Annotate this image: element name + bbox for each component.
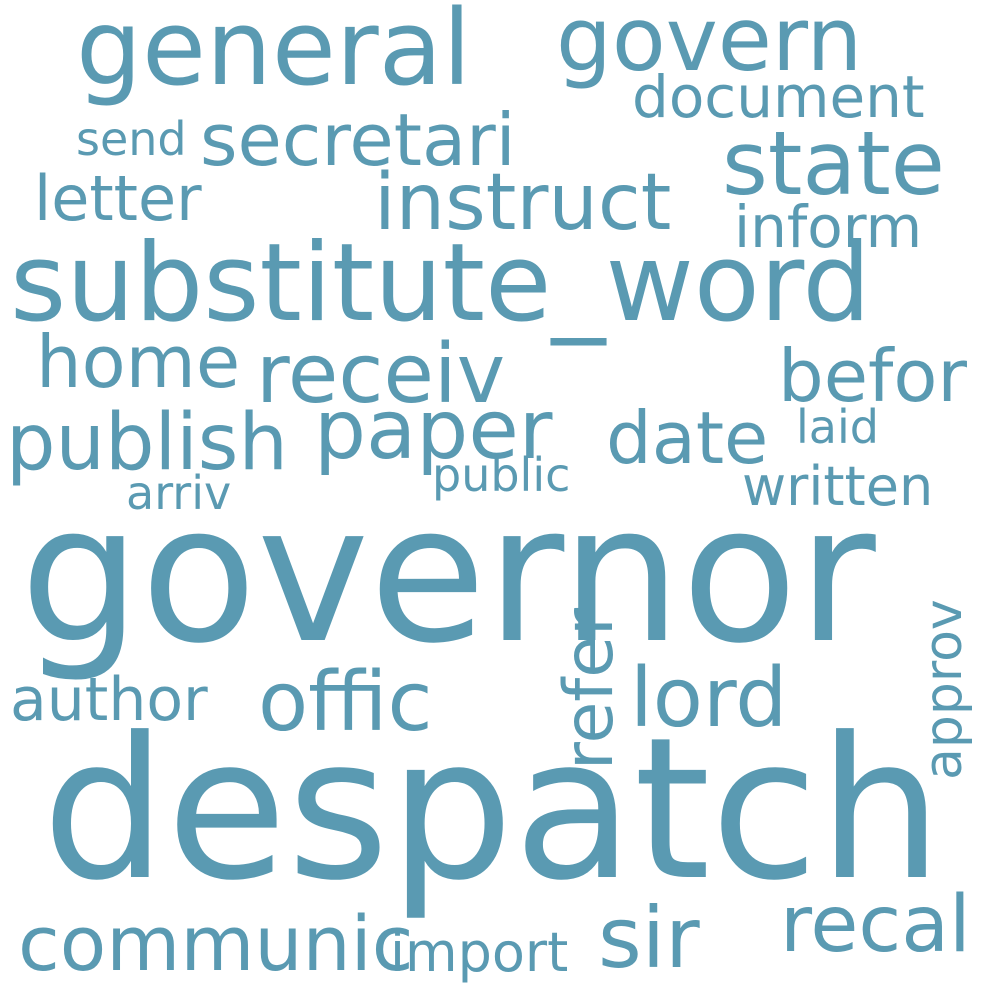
word-sir: sir xyxy=(598,889,700,987)
word-communic: communic xyxy=(18,899,414,988)
word-laid: laid xyxy=(796,400,879,454)
word-despatch: despatch xyxy=(42,696,943,924)
word-receiv: receiv xyxy=(256,327,506,422)
word-publish: publish xyxy=(6,398,288,488)
word-written: written xyxy=(742,455,934,518)
word-home: home xyxy=(36,320,241,404)
word-paper: paper xyxy=(314,383,553,478)
word-offic: offic xyxy=(258,655,433,750)
word-author: author xyxy=(10,665,208,735)
word-secretari: secretari xyxy=(200,98,516,182)
word-letter: letter xyxy=(34,162,202,235)
word-import: import xyxy=(390,921,569,984)
word-instruct: instruct xyxy=(374,158,672,248)
word-date: date xyxy=(606,396,769,480)
word-inform: inform xyxy=(734,193,923,261)
word-govern: govern xyxy=(556,0,863,91)
word-lord: lord xyxy=(630,651,788,746)
word-governor: governor xyxy=(20,464,876,685)
word-send: send xyxy=(76,112,187,166)
word-public: public xyxy=(432,448,571,502)
word-recal: recal xyxy=(780,880,971,970)
word-state: state xyxy=(722,112,945,215)
word-arriv: arriv xyxy=(126,466,232,520)
word-document: document xyxy=(632,63,925,131)
word-substitute-word: substitute_word xyxy=(10,221,871,346)
word-befor: befor xyxy=(778,334,967,418)
word-general: general xyxy=(76,0,472,109)
